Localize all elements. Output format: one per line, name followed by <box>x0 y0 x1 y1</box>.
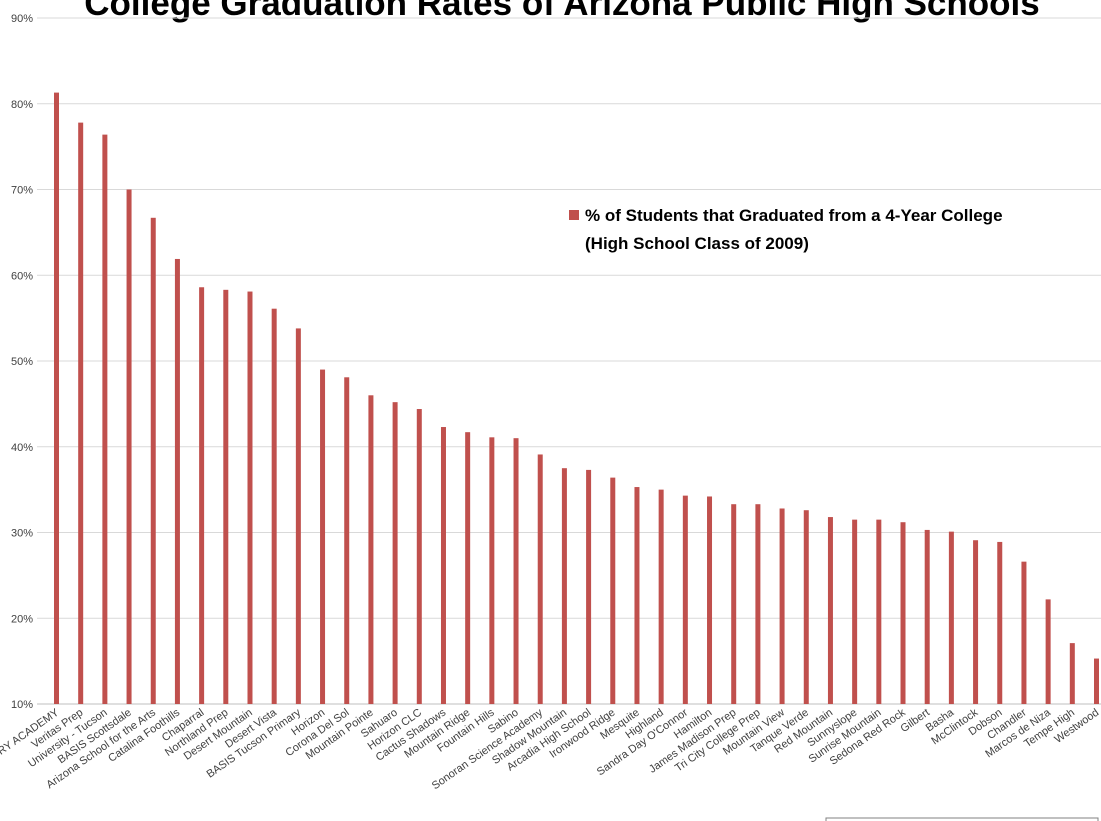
bar <box>344 377 350 704</box>
bar <box>731 504 737 704</box>
bar <box>489 437 495 704</box>
bar <box>1094 658 1099 704</box>
bar <box>78 122 84 705</box>
bar <box>658 489 664 704</box>
bar <box>1021 561 1027 704</box>
y-tick-label: 50% <box>11 356 33 368</box>
y-tick-label: 20% <box>11 613 33 625</box>
bar <box>561 468 567 704</box>
bar <box>368 395 374 704</box>
bar <box>54 92 59 705</box>
bar <box>150 217 156 705</box>
bar <box>900 522 906 704</box>
gridlines <box>37 17 1101 705</box>
legend-label-line-1: % of Students that Graduated from a 4-Ye… <box>585 206 1003 225</box>
bar <box>876 519 882 704</box>
bar <box>852 519 858 704</box>
bar <box>1045 599 1051 704</box>
bar <box>948 531 954 704</box>
y-tick-label: 30% <box>11 528 33 540</box>
bar <box>465 432 471 704</box>
bar <box>416 409 422 704</box>
y-tick-label: 80% <box>11 99 33 111</box>
bar <box>634 487 640 704</box>
y-tick-label: 60% <box>11 270 33 282</box>
bar <box>827 517 833 704</box>
inset-frame-edge <box>825 817 1099 821</box>
legend-swatch <box>569 210 579 220</box>
bar <box>102 134 108 704</box>
bar <box>586 469 592 704</box>
bar <box>973 540 979 704</box>
bar <box>997 541 1003 704</box>
y-tick-label: 70% <box>11 185 33 197</box>
y-tick-label: 90% <box>11 13 33 25</box>
bar <box>682 495 688 704</box>
bar <box>223 289 229 704</box>
bar <box>513 438 519 704</box>
bar <box>126 189 132 704</box>
bar <box>174 258 180 704</box>
y-axis-ticks: 10% 20% 30% 40% 50% 60% 70% 80% 90% <box>11 13 33 711</box>
bar <box>440 427 446 704</box>
y-tick-label: 40% <box>11 442 33 454</box>
bar <box>1069 643 1075 704</box>
bar <box>924 529 930 704</box>
bar <box>803 510 809 704</box>
bar <box>707 496 713 704</box>
bar <box>199 287 205 704</box>
legend-label-line-2: (High School Class of 2009) <box>585 234 809 253</box>
bar <box>392 402 398 704</box>
legend: % of Students that Graduated from a 4-Ye… <box>569 206 1003 253</box>
bars <box>54 92 1099 705</box>
bar <box>610 477 616 704</box>
bar <box>755 504 761 704</box>
y-tick-label: 10% <box>11 699 33 711</box>
bar <box>271 308 277 704</box>
bar <box>247 291 253 704</box>
bar <box>295 328 301 704</box>
bar <box>537 454 543 704</box>
chart-title: College Graduation Rates of Arizona Publ… <box>84 0 1039 23</box>
bar <box>320 369 326 704</box>
bar <box>779 508 785 704</box>
